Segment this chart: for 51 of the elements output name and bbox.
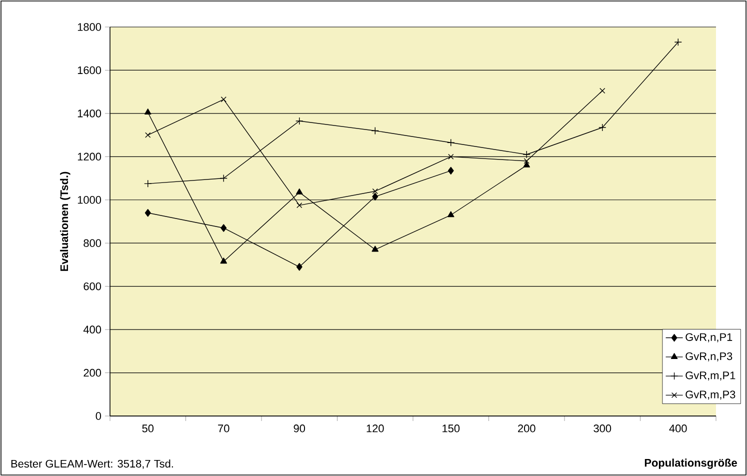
y-tick-label: 200	[84, 368, 102, 377]
point	[296, 188, 303, 194]
point	[220, 258, 228, 264]
point	[220, 224, 227, 232]
x-tick-label: 400	[669, 424, 687, 432]
point	[296, 117, 304, 125]
y-axis-title: Evaluationen (Tsd.)	[60, 172, 70, 271]
y-tick-label: 1600	[78, 66, 102, 74]
legend-label: GvR,n,P3	[686, 352, 732, 362]
point	[372, 246, 379, 252]
y-tick-label: 0	[96, 412, 102, 420]
legend-label: GvR,n,P1	[686, 333, 732, 342]
x-axis-title: Populationsgröße	[644, 458, 737, 469]
point	[598, 124, 606, 132]
point	[448, 166, 454, 175]
text: Bester GLEAM-Wert: 3518,7 Tsd.	[11, 460, 173, 469]
point	[447, 138, 455, 146]
point	[371, 126, 379, 135]
point	[372, 192, 378, 200]
y-tick-label: 1400	[78, 110, 102, 118]
point	[674, 38, 682, 46]
point	[220, 174, 228, 182]
legend-label: GvR,m,P1	[686, 371, 736, 381]
y-tick-label: 800	[84, 239, 102, 247]
x-tick-label: 300	[594, 424, 612, 432]
point	[144, 108, 152, 114]
point	[522, 150, 530, 158]
point	[523, 161, 530, 168]
point	[144, 209, 151, 217]
point	[145, 132, 151, 138]
point	[600, 88, 606, 94]
x-tick-label: 200	[518, 424, 536, 432]
point	[372, 188, 378, 194]
y-tick-label: 1800	[78, 23, 102, 31]
x-tick-label: 70	[218, 424, 230, 432]
point	[447, 211, 454, 218]
y-tick-label: 1000	[78, 196, 102, 204]
point	[296, 202, 302, 208]
point	[144, 180, 152, 188]
x-tick-label: 50	[142, 424, 154, 432]
x-tick-label: 90	[294, 424, 306, 432]
y-tick-label: 1200	[78, 152, 102, 161]
y-tick-label: 600	[84, 282, 102, 290]
point	[296, 263, 302, 271]
point	[448, 154, 454, 160]
legend-label: GvR,m,P3	[686, 390, 736, 400]
y-tick-label: 400	[83, 326, 102, 334]
point	[524, 158, 530, 164]
point	[220, 96, 226, 102]
x-tick-label: 120	[366, 424, 384, 432]
x-tick-label: 150	[442, 424, 460, 432]
